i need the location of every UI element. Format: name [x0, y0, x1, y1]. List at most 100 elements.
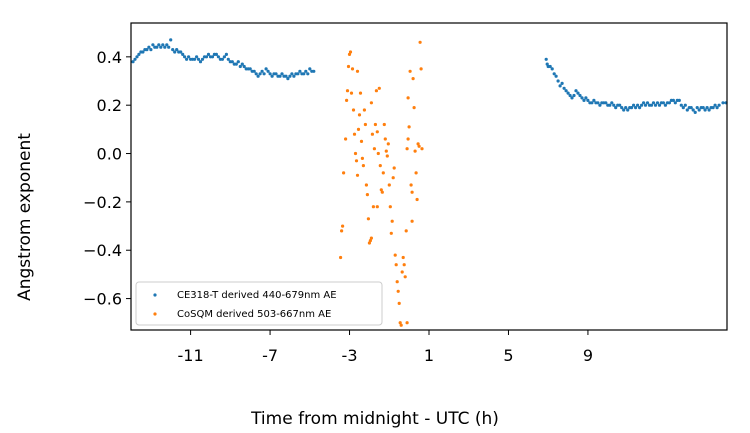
data-point: [242, 64, 246, 69]
data-point: [545, 62, 549, 66]
data-point: [155, 45, 159, 49]
data-point: [651, 101, 656, 105]
data-point: [548, 64, 552, 69]
data-point: [590, 101, 594, 105]
data-point: [679, 103, 683, 107]
data-point: [388, 205, 392, 209]
data-point: [185, 57, 189, 61]
legend: CE318-T derived 440-679nm AE CoSQM deriv…: [135, 281, 383, 326]
data-point: [610, 101, 614, 105]
data-point: [280, 72, 284, 76]
data-point: [558, 84, 562, 88]
data-point: [200, 57, 205, 61]
series-ce318: [131, 38, 728, 114]
data-point: [151, 43, 155, 47]
data-point: [697, 108, 701, 112]
data-point: [643, 103, 648, 107]
data-point: [230, 60, 234, 64]
data-point: [655, 101, 660, 105]
data-point: [296, 72, 300, 76]
data-point: [560, 81, 564, 85]
data-point: [416, 142, 420, 146]
data-point: [667, 101, 672, 105]
data-point: [369, 236, 373, 240]
data-point: [339, 255, 343, 260]
data-point: [410, 219, 414, 223]
data-point: [409, 183, 413, 187]
data-point: [630, 106, 634, 110]
data-point: [396, 289, 400, 293]
data-point: [413, 149, 417, 153]
data-point: [169, 38, 173, 42]
data-point: [405, 147, 409, 151]
data-point: [370, 132, 374, 136]
data-point: [312, 69, 316, 73]
data-point: [264, 67, 268, 71]
y-axis: 0.4 0.2 0.0 −0.2 −0.4 −0.6: [83, 48, 131, 309]
data-point: [290, 72, 294, 76]
data-point: [407, 125, 411, 129]
data-point: [406, 96, 410, 100]
data-point: [544, 57, 548, 61]
data-point: [410, 190, 414, 194]
data-point: [375, 205, 379, 209]
data-point: [562, 86, 566, 90]
data-point: [137, 52, 141, 57]
data-point: [206, 52, 211, 57]
data-point: [395, 280, 399, 284]
x-tick-label: 1: [424, 346, 434, 365]
data-point: [308, 67, 312, 71]
data-point: [346, 64, 351, 69]
data-point: [340, 229, 344, 233]
data-point: [292, 74, 296, 78]
data-point: [161, 43, 165, 47]
data-point: [133, 57, 137, 61]
data-point: [157, 43, 161, 47]
data-point: [260, 69, 264, 73]
data-point: [349, 91, 354, 95]
data-point: [141, 50, 145, 54]
data-point: [401, 255, 405, 260]
data-point: [564, 89, 568, 93]
data-point: [554, 74, 558, 78]
data-point: [393, 253, 397, 257]
data-point: [363, 122, 367, 127]
data-point: [592, 98, 596, 102]
data-point: [642, 101, 646, 105]
data-point: [384, 149, 388, 153]
data-point: [576, 91, 580, 95]
data-point: [624, 106, 628, 110]
data-point: [415, 197, 419, 202]
data-point: [268, 72, 272, 76]
data-point: [288, 74, 292, 78]
data-point: [381, 171, 385, 175]
data-point: [707, 108, 711, 112]
data-point: [173, 50, 177, 54]
data-point: [181, 52, 185, 57]
data-point: [355, 69, 360, 73]
data-point: [278, 74, 282, 78]
data-point: [198, 60, 203, 64]
data-point: [171, 48, 175, 52]
data-point: [578, 93, 582, 98]
data-point: [420, 147, 424, 151]
data-point: [365, 193, 369, 197]
data-point: [374, 89, 378, 93]
data-point: [354, 159, 359, 163]
x-tick-label: -3: [342, 346, 358, 365]
data-point: [552, 72, 556, 76]
data-point: [691, 108, 695, 112]
data-point: [284, 74, 288, 78]
data-point: [406, 137, 410, 141]
data-point: [632, 103, 636, 107]
data-point: [359, 139, 364, 143]
data-point: [352, 132, 357, 136]
data-point: [383, 137, 387, 141]
data-point: [341, 224, 345, 228]
y-tick-label: −0.6: [83, 290, 122, 309]
data-point: [626, 108, 630, 112]
data-point: [417, 144, 421, 148]
data-point: [187, 55, 191, 59]
data-point: [344, 137, 348, 141]
